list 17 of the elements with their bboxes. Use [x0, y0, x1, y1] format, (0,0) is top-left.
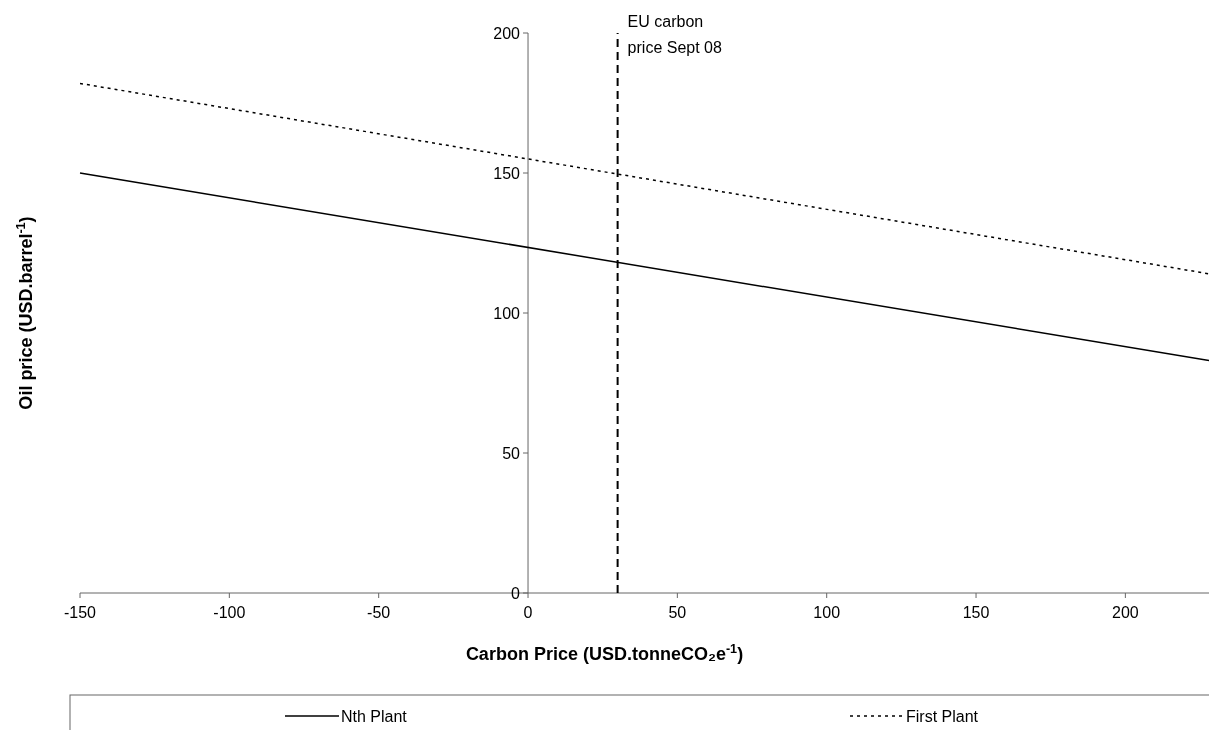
- x-tick-label: 150: [962, 604, 990, 621]
- x-tick-label: 100: [813, 604, 841, 621]
- y-tick-label: 100: [493, 305, 521, 322]
- x-tick-label: -150: [63, 604, 97, 621]
- y-tick-label: 50: [502, 445, 521, 462]
- x-tick-label: -100: [213, 604, 246, 621]
- y-tick-label: 0: [511, 585, 521, 602]
- x-tick-label: -50: [367, 604, 391, 621]
- x-axis-title: Carbon Price (USD.tonneCO₂e$^{-1}$): [465, 642, 744, 664]
- x-tick-label: 200: [1112, 604, 1139, 621]
- x-tick-label: 50: [668, 604, 687, 621]
- y-tick-label: 150: [493, 165, 521, 182]
- y-tick-label: 200: [493, 25, 521, 42]
- ref-line-label: EU carbon price Sept 08: [627, 13, 722, 56]
- legend-label: Nth Plant: [341, 708, 408, 725]
- x-tick-label: 0: [523, 604, 533, 621]
- legend-label: First Plant: [906, 708, 979, 725]
